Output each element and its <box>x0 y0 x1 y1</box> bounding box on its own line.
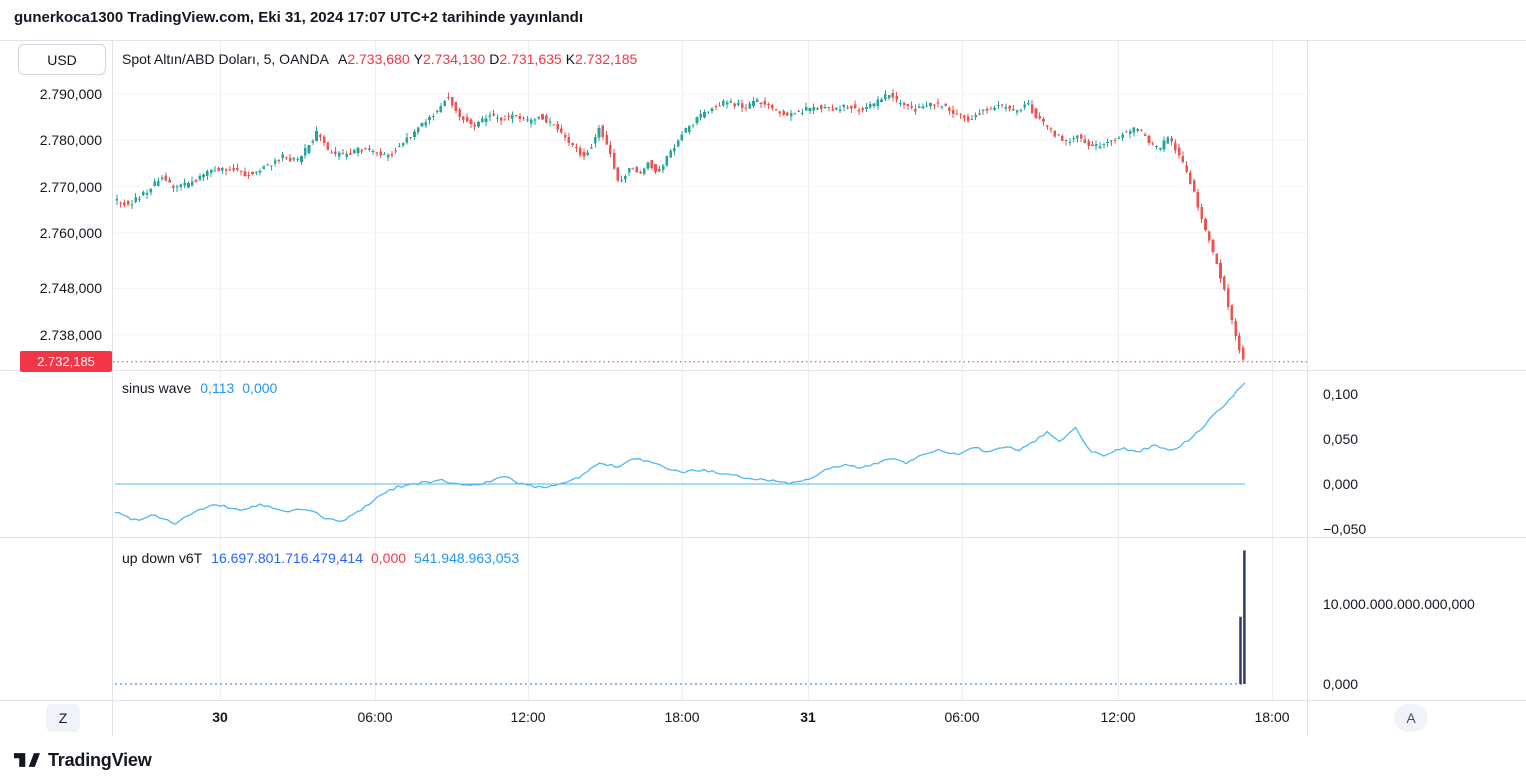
tradingview-brand[interactable]: TradingView <box>48 749 152 770</box>
indicator-values-sinus: 0,113 0,000 <box>200 380 285 396</box>
indicator-value: 16.697.801.716.479,414 <box>211 550 363 566</box>
time-axis-label[interactable]: 31 <box>800 709 816 725</box>
main-symbol-legend[interactable]: Spot Altın/ABD Doları, 5, OANDA A2.733,6… <box>122 51 641 67</box>
indicator-title-sinus[interactable]: sinus wave <box>122 380 192 396</box>
indicator-axis-tick: 0,100 <box>1323 386 1359 402</box>
price-axis-left[interactable]: 2.732,185 2.790,000 2.780,000 2.770,000 2.7… <box>0 0 112 736</box>
candlestick-chart[interactable] <box>113 40 1307 370</box>
time-axis[interactable]: Z 30 06:00 12:00 18:00 31 06:00 12:00 18:00 A <box>0 700 1526 736</box>
timezone-button[interactable]: Z <box>46 704 80 732</box>
pane-separator[interactable] <box>0 370 1526 371</box>
time-axis-label[interactable]: 12:00 <box>510 709 546 725</box>
main-price-pane[interactable] <box>113 40 1307 370</box>
ohlc-value: 2.732,185 <box>575 51 638 67</box>
currency-toggle-button[interactable]: USD <box>18 44 106 75</box>
time-axis-label[interactable]: 06:00 <box>357 709 393 725</box>
tradingview-logo-icon[interactable] <box>14 750 40 770</box>
pane-separator[interactable] <box>0 537 1526 538</box>
ohlc-value: 2.731,635 <box>499 51 562 67</box>
ohlc-item: K2.732,185 <box>566 51 638 67</box>
sinus-wave-chart[interactable] <box>113 371 1307 537</box>
indicator-axis-tick: −0,050 <box>1323 521 1367 537</box>
ohlc-item: Y2.734,130 <box>414 51 486 67</box>
left-axis-border <box>112 40 113 736</box>
ohlc-letter: A <box>337 51 348 67</box>
indicator-values-updown: 16.697.801.716.479,414 0,000 541.948.963,0… <box>211 550 527 566</box>
indicator-axis-tick: 10.000.000.000.000,000 <box>1323 596 1475 612</box>
publish-header: gunerkoca1300 TradingView.com, Eki 31, 2… <box>14 9 583 26</box>
updown-histogram[interactable] <box>113 538 1307 700</box>
ohlc-letter: D <box>489 51 500 67</box>
time-axis-label[interactable]: 18:00 <box>1254 709 1290 725</box>
ohlc-value: 2.733,680 <box>347 51 410 67</box>
indicator-title-updown[interactable]: up down v6T <box>122 550 203 566</box>
ohlc-item: D2.731,635 <box>489 51 561 67</box>
price-axis-tick: 2.790,000 <box>39 86 102 102</box>
indicator-axis-tick: 0,000 <box>1323 676 1359 692</box>
last-price-label: 2.732,185 <box>20 351 112 373</box>
indicator-value: 0,000 <box>370 550 407 566</box>
price-axis-tick: 2.780,000 <box>39 132 102 149</box>
indicator-value: 0,113 <box>200 380 235 396</box>
ohlc-values: A2.733,680 Y2.734,130 D2.731,635 K2.732,185 <box>338 51 641 67</box>
time-axis-label[interactable]: 12:00 <box>1100 709 1136 725</box>
right-axis-border <box>1307 40 1308 736</box>
updown-pane[interactable] <box>113 538 1307 700</box>
price-axis-tick: 2.738,000 <box>39 326 102 343</box>
ohlc-item: A2.733,680 <box>338 51 410 67</box>
auto-scale-button[interactable]: A <box>1394 704 1428 732</box>
chart-border-top <box>0 40 1526 41</box>
indicator-value: 0,000 <box>242 380 278 396</box>
ohlc-letter: K <box>565 51 576 67</box>
indicator-axis-tick: 0,050 <box>1323 431 1359 447</box>
time-axis-label[interactable]: 30 <box>212 709 228 725</box>
ohlc-letter: Y <box>413 51 423 67</box>
ohlc-value: 2.734,130 <box>422 51 486 67</box>
time-axis-border <box>0 700 1526 701</box>
sinus-wave-legend[interactable]: sinus wave 0,113 0,000 <box>122 380 285 396</box>
sinus-wave-pane[interactable] <box>113 371 1307 537</box>
sinus-wave-line <box>114 382 1246 525</box>
symbol-title[interactable]: Spot Altın/ABD Doları, 5, OANDA <box>122 51 329 67</box>
footer: TradingView <box>0 736 1526 784</box>
indicator-axis-right[interactable]: 0,100 0,050 0,000 −0,050 10.000.000.000.000,… <box>1307 0 1526 736</box>
price-axis-tick: 2.760,000 <box>39 224 102 241</box>
updown-legend[interactable]: up down v6T 16.697.801.716.479,414 0,000 5… <box>122 550 527 566</box>
candles <box>115 89 1245 362</box>
time-axis-label[interactable]: 18:00 <box>664 709 700 725</box>
price-axis-tick: 2.748,000 <box>39 280 102 297</box>
time-axis-label[interactable]: 06:00 <box>944 709 980 725</box>
indicator-axis-tick: 0,000 <box>1323 476 1359 492</box>
price-axis-tick: 2.770,000 <box>39 178 102 195</box>
indicator-value: 541.948.963,053 <box>414 550 520 566</box>
